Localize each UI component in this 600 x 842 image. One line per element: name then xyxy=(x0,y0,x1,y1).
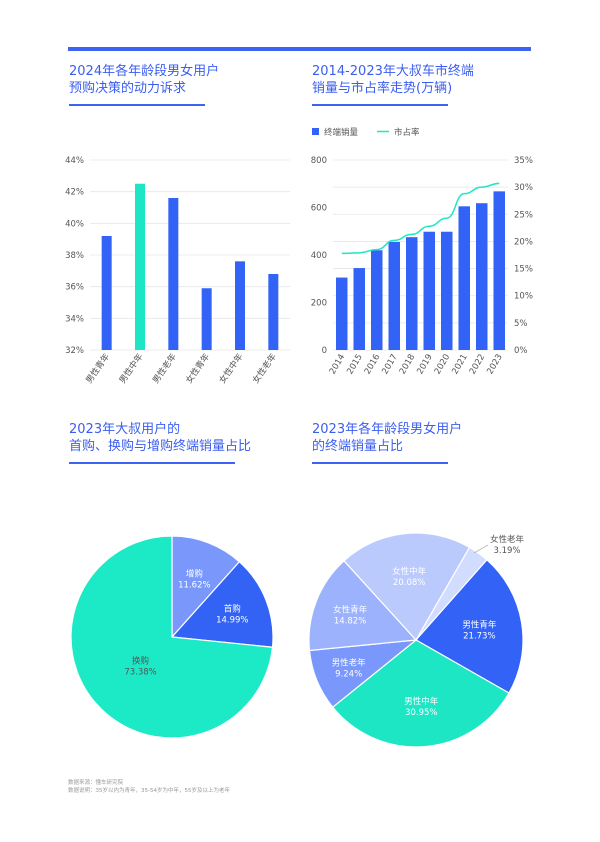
c2-share-line xyxy=(341,182,500,255)
c2-bar xyxy=(476,203,488,350)
c2-bar xyxy=(493,191,505,350)
c4-slice-label: 男性青年 xyxy=(462,620,497,631)
c2-xtick-label: 2019 xyxy=(415,353,434,377)
c1-bar xyxy=(268,274,279,350)
chart1-title-underline xyxy=(69,104,205,106)
c2-ytick-right: 35% xyxy=(514,156,533,166)
c2-ytick-left: 600 xyxy=(311,204,327,214)
c3-slice-value: 11.62% xyxy=(178,581,210,591)
chart4-title: 2023年各年龄段男女用户 的终端销量占比 xyxy=(312,422,463,454)
c3-slice-label: 首购 xyxy=(224,604,241,615)
c1-xtick-label: 女性老年 xyxy=(250,351,279,386)
c2-ytick-left: 0 xyxy=(322,346,327,356)
c3-slice xyxy=(171,535,241,639)
c2-bar xyxy=(441,231,453,350)
chart1-title: 2024年各年龄段男女用户 预购决策的动力诉求 xyxy=(69,64,220,96)
c4-slice-value: 21.73% xyxy=(463,632,495,642)
c2-xtick-label: 2018 xyxy=(398,353,417,377)
c2-bar xyxy=(406,237,418,350)
c3-slice-label: 增购 xyxy=(186,569,203,580)
c1-ytick-label: 44% xyxy=(65,156,84,166)
c4-slice xyxy=(331,639,510,748)
c2-xtick-label: 2021 xyxy=(450,353,469,377)
c2-ytick-right: 15% xyxy=(514,265,533,275)
c1-ytick-label: 42% xyxy=(65,188,84,198)
c2-xtick-label: 2017 xyxy=(380,353,399,377)
explanation-note: 数据说明：35岁以内为青年，35-54岁为中年，55岁及以上为老年 xyxy=(68,788,230,794)
c4-slice-value: 30.95% xyxy=(405,708,437,718)
c2-ytick-left: 800 xyxy=(311,156,327,166)
chart3-title-underline xyxy=(69,462,235,464)
c2-xtick-label: 2015 xyxy=(345,353,364,377)
c3-slice-value: 14.99% xyxy=(216,616,248,626)
c1-bar xyxy=(168,198,179,350)
c2-ytick-left: 200 xyxy=(311,299,327,309)
c2-xtick-label: 2023 xyxy=(485,353,504,377)
c4-callout-line xyxy=(473,544,489,554)
c1-xtick-label: 男性老年 xyxy=(150,351,179,386)
c4-callout-value: 3.19% xyxy=(493,546,520,556)
c2-ytick-right: 10% xyxy=(514,292,533,302)
c4-slice-label: 女性中年 xyxy=(392,566,427,577)
c2-ytick-right: 0% xyxy=(514,346,528,356)
c1-bar xyxy=(135,183,145,350)
c2-xtick-label: 2022 xyxy=(468,353,487,377)
c2-ytick-right: 30% xyxy=(514,183,533,193)
c2-bar xyxy=(353,268,365,350)
c4-slice xyxy=(343,532,471,642)
c1-bar xyxy=(235,261,245,350)
c2-bar xyxy=(388,241,400,350)
c2-legend-bar-label: 终端销量 xyxy=(324,127,359,138)
c1-ytick-label: 34% xyxy=(65,314,84,324)
c2-legend-line-label: 市占率 xyxy=(394,127,420,138)
c3-slice-value: 73.38% xyxy=(124,667,156,677)
c1-xtick-label: 女性中年 xyxy=(217,351,246,386)
c1-ytick-label: 36% xyxy=(65,283,84,293)
c2-bar xyxy=(458,206,470,350)
source-note: 数据来源：懂车研究院 xyxy=(68,780,124,786)
c3-slice-label: 换购 xyxy=(132,655,149,666)
chart2-title-underline xyxy=(312,104,448,106)
chart4-title-underline xyxy=(312,462,448,464)
c1-ytick-label: 38% xyxy=(65,251,84,261)
c2-bar xyxy=(423,231,435,350)
c3-slice xyxy=(70,535,274,739)
c4-slice-label: 男性中年 xyxy=(404,696,439,707)
c2-legend-bar-swatch xyxy=(312,128,319,135)
top-accent-bar xyxy=(68,47,531,51)
c1-ytick-label: 40% xyxy=(65,219,84,229)
c4-callout-label: 女性老年 xyxy=(490,534,525,545)
c2-xtick-label: 2016 xyxy=(363,353,382,377)
c4-slice xyxy=(308,559,418,652)
chart2-title: 2014-2023年大叔车市终端 销量与市占率走势(万辆) xyxy=(312,64,474,96)
c4-slice-label: 女性青年 xyxy=(333,605,368,616)
chart3-title: 2023年大叔用户的 首购、换购与增购终端销量占比 xyxy=(69,422,252,454)
c2-xtick-label: 2014 xyxy=(328,353,347,377)
c2-ytick-left: 400 xyxy=(311,251,327,261)
c2-ytick-right: 5% xyxy=(514,319,528,329)
c2-bar xyxy=(371,250,383,350)
c1-xtick-label: 男性青年 xyxy=(84,351,113,386)
c4-slice-value: 20.08% xyxy=(393,578,425,588)
c1-xtick-label: 男性中年 xyxy=(117,351,146,386)
c1-bar xyxy=(101,236,112,350)
c4-slice-value: 9.24% xyxy=(335,670,362,680)
c1-xtick-label: 女性青年 xyxy=(184,351,213,386)
c4-slice-value: 14.82% xyxy=(334,617,366,627)
c2-bar xyxy=(336,277,348,350)
c2-xtick-label: 2020 xyxy=(433,353,452,377)
c4-slice-label: 男性老年 xyxy=(332,658,367,669)
c2-ytick-right: 20% xyxy=(514,237,533,247)
c4-slice xyxy=(415,558,524,694)
c1-ytick-label: 32% xyxy=(65,346,84,356)
c2-ytick-right: 25% xyxy=(514,210,533,220)
c3-slice xyxy=(170,560,274,648)
c1-bar xyxy=(201,288,212,350)
